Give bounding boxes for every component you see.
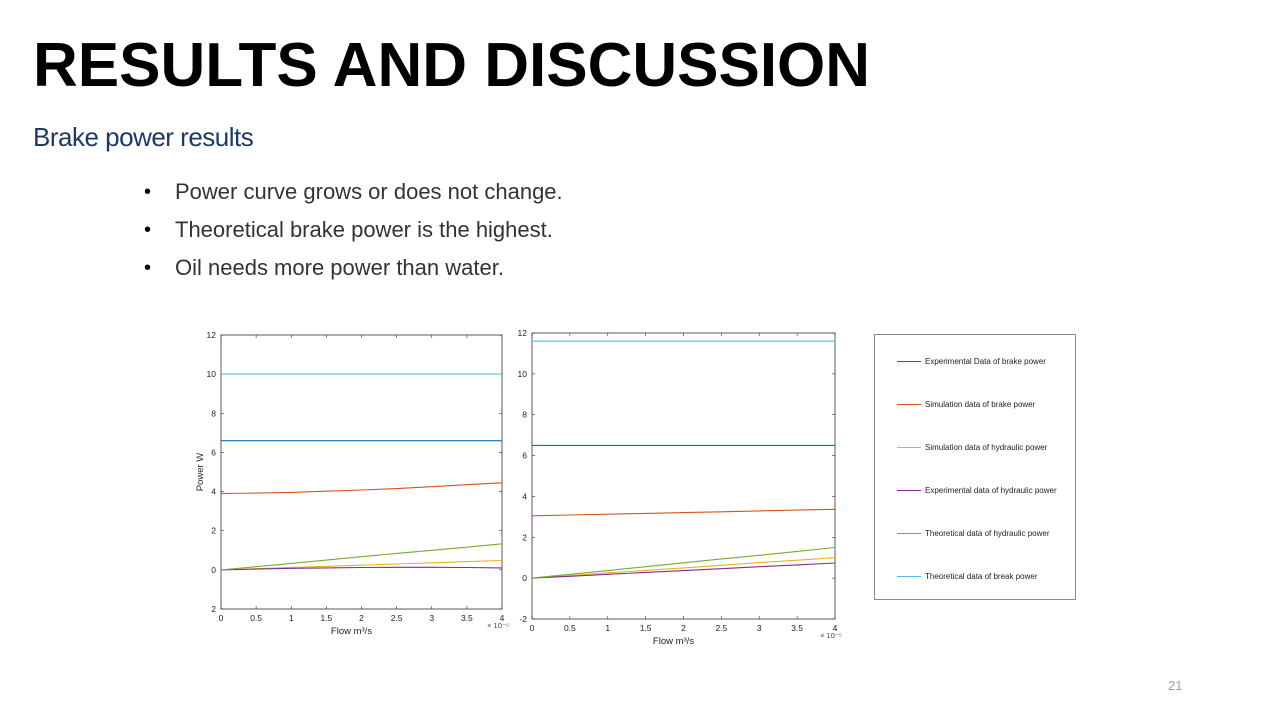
- legend-swatch: [897, 575, 921, 577]
- x-tick-label: 2.5: [715, 623, 727, 633]
- legend-swatch: [897, 489, 921, 491]
- y-tick-label: 6: [522, 451, 527, 461]
- bullet-text: Oil needs more power than water.: [175, 255, 504, 280]
- legend-entry: Experimental data of hydraulic power: [897, 484, 1057, 496]
- x-exponent-label: × 10⁻⁵: [487, 621, 509, 630]
- legend-label: Theoretical data of hydraulic power: [925, 528, 1050, 538]
- x-tick-label: 2: [359, 613, 364, 623]
- legend-entry: Theoretical data of break power: [897, 570, 1038, 582]
- x-tick-label: 1: [289, 613, 294, 623]
- legend-entry: Theoretical data of hydraulic power: [897, 527, 1050, 539]
- legend-swatch: [897, 360, 921, 362]
- x-tick-label: 3.5: [791, 623, 803, 633]
- y-tick-label: 2: [211, 604, 216, 614]
- bullet-list: • Power curve grows or does not change. •…: [144, 175, 563, 289]
- y-tick-label: 12: [518, 328, 528, 338]
- plot-axes-box: [531, 332, 836, 620]
- series-line: [220, 566, 503, 571]
- legend-entry: Simulation data of hydraulic power: [897, 441, 1047, 453]
- legend-label: Simulation data of brake power: [925, 399, 1036, 409]
- x-tick-label: 3: [757, 623, 762, 633]
- bullet-glyph: •: [144, 257, 152, 279]
- legend-label: Simulation data of hydraulic power: [925, 442, 1048, 452]
- legend-swatch: [897, 446, 921, 448]
- bullet-item: • Power curve grows or does not change.: [144, 175, 563, 213]
- x-tick-label: 0: [219, 613, 224, 623]
- legend-label: Experimental Data of brake power: [925, 356, 1046, 366]
- x-tick-label: 2.5: [391, 613, 403, 623]
- bullet-text: Power curve grows or does not change.: [175, 179, 563, 204]
- x-axis-label: Flow m³/s: [653, 636, 694, 647]
- y-tick-label: 2: [211, 526, 216, 536]
- series-line: [531, 508, 836, 517]
- y-tick-label: 4: [522, 491, 527, 501]
- legend-label: Theoretical data of break power: [925, 571, 1038, 581]
- x-tick-label: 4: [500, 613, 505, 623]
- x-tick-label: 2: [681, 623, 686, 633]
- legend-entry: Experimental Data of brake power: [897, 355, 1046, 367]
- slide-subtitle: Brake power results: [33, 122, 254, 152]
- legend-entry: Simulation data of brake power: [897, 398, 1035, 410]
- x-axis-label: Flow m³/s: [331, 626, 372, 637]
- bullet-glyph: •: [144, 181, 152, 203]
- x-tick-label: 0: [530, 623, 535, 633]
- legend-swatch: [897, 403, 921, 405]
- series-line: [220, 543, 503, 571]
- y-tick-label: 8: [522, 410, 527, 420]
- x-tick-label: 4: [833, 623, 838, 633]
- bullet-text: Theoretical brake power is the highest.: [175, 217, 553, 242]
- slide-title: RESULTS AND DISCUSSION: [33, 31, 871, 100]
- legend-label: Experimental data of hydraulic power: [925, 485, 1057, 495]
- y-tick-label: 0: [211, 565, 216, 575]
- series-line: [531, 546, 836, 579]
- y-tick-label: 0: [522, 573, 527, 583]
- series-line: [531, 562, 836, 579]
- y-tick-label: 4: [211, 487, 216, 497]
- y-tick-label: 6: [211, 447, 216, 457]
- plot-axes-box: [220, 334, 503, 610]
- x-tick-label: 3.5: [461, 613, 473, 623]
- chart-legend: Experimental Data of brake power Simulat…: [874, 334, 1076, 600]
- y-tick-label: 12: [207, 330, 217, 340]
- y-tick-label: 2: [522, 532, 527, 542]
- bullet-item: • Oil needs more power than water.: [144, 251, 563, 289]
- y-tick-label: 10: [518, 369, 528, 379]
- legend-swatch: [897, 532, 921, 534]
- y-tick-label: 10: [207, 369, 217, 379]
- x-tick-label: 1.5: [320, 613, 332, 623]
- bullet-glyph: •: [144, 219, 152, 241]
- bullet-item: • Theoretical brake power is the highest.: [144, 213, 563, 251]
- x-tick-label: 0.5: [250, 613, 262, 623]
- x-tick-label: 3: [429, 613, 434, 623]
- x-exponent-label: × 10⁻⁵: [820, 631, 842, 640]
- series-line: [531, 557, 836, 579]
- y-axis-label: Power W: [195, 453, 206, 492]
- y-tick-label: -2: [519, 614, 527, 624]
- x-tick-label: 1.5: [640, 623, 652, 633]
- x-tick-label: 1: [605, 623, 610, 633]
- y-tick-label: 8: [211, 408, 216, 418]
- series-line: [220, 482, 503, 495]
- x-tick-label: 0.5: [564, 623, 576, 633]
- page-number: 21: [1168, 678, 1183, 693]
